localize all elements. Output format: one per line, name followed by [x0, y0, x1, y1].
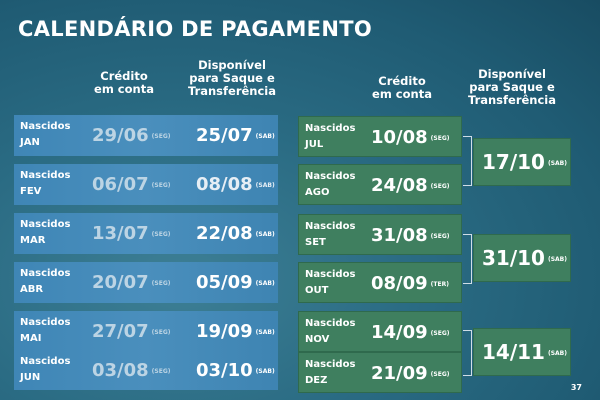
payment-row-set: Nascidos SET 31/08 (SEG)	[298, 214, 462, 255]
header-line: Disponível	[478, 67, 546, 81]
credit-date: 24/08 (SEG)	[371, 175, 450, 196]
available-date: 03/10 (SAB)	[196, 360, 275, 381]
born-label: Nascidos OUT	[305, 269, 356, 296]
available-date: 05/09 (SAB)	[196, 272, 275, 293]
born-label: Nascidos MAR	[20, 219, 71, 246]
header-line: em conta	[94, 82, 154, 96]
header-disponivel-right: Disponível para Saque e Transferência	[466, 68, 558, 107]
group-bracket	[463, 330, 472, 376]
payment-row-ago: Nascidos AGO 24/08 (SEG)	[298, 164, 462, 205]
available-date: 22/08 (SAB)	[196, 223, 275, 244]
credit-date: 10/08 (SEG)	[371, 127, 450, 148]
header-line: Crédito	[378, 74, 426, 88]
payment-row-jan: Nascidos JAN 29/06 (SEG) 25/07 (SAB)	[14, 115, 278, 156]
group-bracket	[463, 136, 472, 186]
header-line: Transferência	[467, 93, 557, 107]
available-date-box: 17/10 (SAB)	[473, 138, 571, 186]
available-date: 08/08 (SAB)	[196, 174, 275, 195]
credit-date: 14/09 (SEG)	[371, 322, 450, 343]
credit-date: 06/07 (SEG)	[92, 174, 171, 195]
available-date-box: 14/11 (SAB)	[473, 328, 571, 376]
available-date: 14/11 (SAB)	[482, 340, 567, 364]
credit-date: 27/07 (SEG)	[92, 321, 171, 342]
header-disponivel-left: Disponível para Saque e Transferência	[186, 59, 278, 98]
payment-row-fev: Nascidos FEV 06/07 (SEG) 08/08 (SAB)	[14, 164, 278, 205]
payment-row-out: Nascidos OUT 08/09 (TER)	[298, 262, 462, 303]
born-label: Nascidos JUL	[305, 123, 356, 150]
born-label: Nascidos SET	[305, 221, 356, 248]
born-label: Nascidos JAN	[20, 121, 71, 148]
header-line: Disponível	[198, 58, 266, 72]
group-bracket	[463, 234, 472, 284]
credit-date: 29/06 (SEG)	[92, 125, 171, 146]
available-date: 19/09 (SAB)	[196, 321, 275, 342]
born-label: Nascidos FEV	[20, 170, 71, 197]
payment-row-dez: Nascidos DEZ 21/09 (SEG)	[298, 352, 462, 393]
header-line: Transferência	[187, 84, 277, 98]
available-date: 31/10 (SAB)	[482, 246, 567, 270]
credit-date: 08/09 (TER)	[371, 273, 449, 294]
payment-row-nov: Nascidos NOV 14/09 (SEG)	[298, 311, 462, 352]
born-label: Nascidos ABR	[20, 268, 71, 295]
payment-row-abr: Nascidos ABR 20/07 (SEG) 05/09 (SAB)	[14, 262, 278, 303]
payment-row-mar: Nascidos MAR 13/07 (SEG) 22/08 (SAB)	[14, 213, 278, 254]
born-label: Nascidos MAI	[20, 317, 71, 344]
available-date: 17/10 (SAB)	[482, 150, 567, 174]
page-number: 37	[570, 383, 582, 392]
page-title: CALENDÁRIO DE PAGAMENTO	[18, 17, 372, 41]
credit-date: 03/08 (SEG)	[92, 360, 171, 381]
credit-date: 21/09 (SEG)	[371, 363, 450, 384]
payment-row-jun: Nascidos JUN 03/08 (SEG) 03/10 (SAB)	[14, 350, 278, 390]
born-label: Nascidos JUN	[20, 356, 71, 383]
header-line: em conta	[372, 87, 432, 101]
payment-row-mai: Nascidos MAI 27/07 (SEG) 19/09 (SAB)	[14, 311, 278, 352]
header-line: Crédito	[100, 69, 148, 83]
available-date: 25/07 (SAB)	[196, 125, 275, 146]
header-credito-left: Crédito em conta	[88, 70, 160, 96]
credit-date: 20/07 (SEG)	[92, 272, 171, 293]
born-label: Nascidos AGO	[305, 171, 356, 198]
header-line: para Saque e	[189, 71, 275, 85]
credit-date: 31/08 (SEG)	[371, 225, 450, 246]
born-label: Nascidos NOV	[305, 318, 356, 345]
header-credito-right: Crédito em conta	[366, 75, 438, 101]
header-line: para Saque e	[469, 80, 555, 94]
available-date-box: 31/10 (SAB)	[473, 234, 571, 282]
payment-row-jul: Nascidos JUL 10/08 (SEG)	[298, 116, 462, 157]
born-label: Nascidos DEZ	[305, 359, 356, 386]
credit-date: 13/07 (SEG)	[92, 223, 171, 244]
